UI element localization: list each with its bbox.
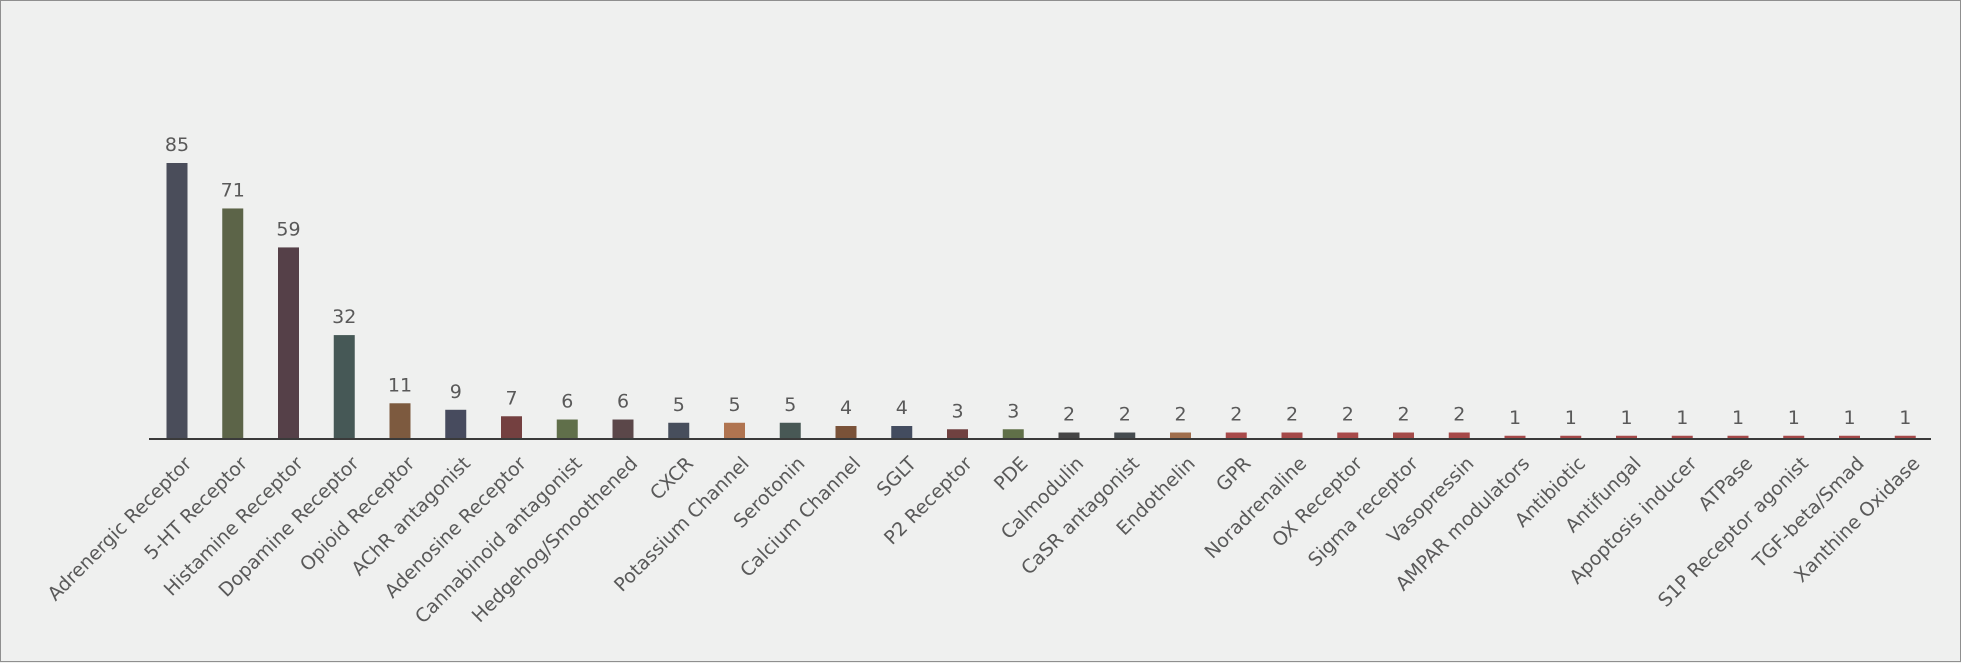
category-label-9: CXCR: [646, 453, 698, 505]
bar-27: [1671, 435, 1693, 439]
value-label-6: 7: [505, 387, 517, 409]
bar-22: [1393, 432, 1414, 439]
bar-17: [1114, 432, 1136, 439]
value-label-24: 1: [1509, 407, 1521, 429]
bar-2: [278, 247, 299, 439]
value-label-1: 71: [221, 179, 245, 201]
bar-31: [1894, 435, 1916, 439]
bar-14: [947, 429, 968, 439]
value-label-25: 1: [1565, 407, 1577, 429]
bar-16: [1058, 432, 1080, 439]
value-label-17: 2: [1119, 404, 1131, 426]
bar-12: [835, 426, 857, 439]
category-label-19: GPR: [1212, 453, 1255, 496]
value-label-5: 9: [450, 381, 462, 403]
bar-28: [1727, 435, 1749, 439]
bar-26: [1616, 435, 1637, 439]
bar-30: [1839, 435, 1860, 439]
bar-10: [724, 422, 745, 439]
bar-24: [1504, 435, 1526, 439]
value-label-28: 1: [1732, 407, 1744, 429]
value-label-18: 2: [1174, 404, 1186, 426]
category-label-15: PDE: [990, 453, 1032, 495]
value-label-14: 3: [951, 400, 963, 422]
bar-8: [612, 419, 634, 439]
bar-3: [333, 335, 355, 439]
category-label-20: Noradrenaline: [1201, 453, 1312, 564]
value-label-31: 1: [1899, 407, 1911, 429]
value-label-13: 4: [896, 397, 908, 419]
value-label-26: 1: [1620, 407, 1632, 429]
bars-group: [166, 163, 1916, 439]
bar-0: [166, 163, 188, 439]
value-label-30: 1: [1843, 407, 1855, 429]
bar-13: [891, 426, 913, 439]
value-label-22: 2: [1397, 404, 1409, 426]
bar-19: [1225, 432, 1247, 439]
bar-9: [668, 422, 690, 439]
value-label-15: 3: [1007, 400, 1019, 422]
bar-11: [779, 422, 801, 439]
value-label-9: 5: [673, 394, 685, 416]
bar-20: [1281, 432, 1303, 439]
value-label-4: 11: [388, 374, 412, 396]
value-label-19: 2: [1230, 404, 1242, 426]
bar-18: [1170, 432, 1191, 439]
value-label-20: 2: [1286, 404, 1298, 426]
bar-5: [445, 409, 467, 439]
bar-21: [1337, 432, 1359, 439]
value-label-23: 2: [1453, 404, 1465, 426]
bar-6: [501, 416, 522, 439]
value-label-16: 2: [1063, 404, 1075, 426]
bar-1: [222, 208, 244, 439]
value-label-21: 2: [1342, 404, 1354, 426]
value-label-11: 5: [784, 394, 796, 416]
bar-15: [1002, 429, 1024, 439]
bar-23: [1448, 432, 1470, 439]
value-label-27: 1: [1676, 407, 1688, 429]
value-label-29: 1: [1788, 407, 1800, 429]
category-label-13: SGLT: [873, 452, 922, 501]
bar-4: [389, 403, 411, 439]
bar-7: [556, 419, 578, 439]
value-label-3: 32: [332, 306, 356, 328]
bar-25: [1560, 435, 1582, 439]
bar-29: [1783, 435, 1805, 439]
value-label-12: 4: [840, 397, 852, 419]
value-label-0: 85: [165, 134, 189, 156]
value-label-10: 5: [728, 394, 740, 416]
value-label-8: 6: [617, 391, 629, 413]
value-label-2: 59: [276, 218, 300, 240]
value-label-7: 6: [561, 391, 573, 413]
